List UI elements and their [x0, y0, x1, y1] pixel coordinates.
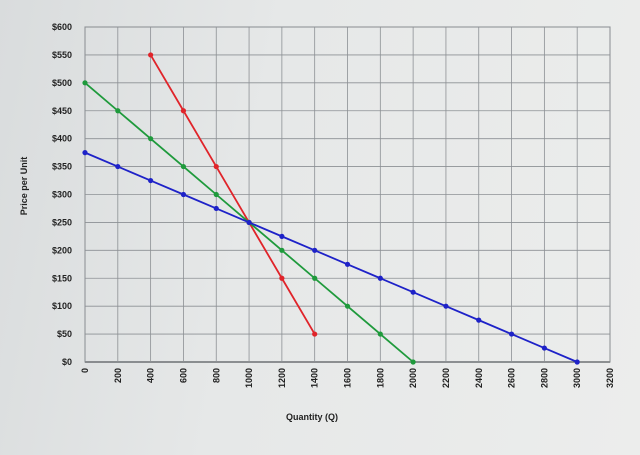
- data-point: [82, 150, 88, 156]
- x-tick-label: 1800: [375, 368, 385, 388]
- y-tick-label: $550: [52, 50, 72, 60]
- data-point: [148, 52, 154, 58]
- data-point: [213, 191, 219, 198]
- data-point: [476, 317, 482, 323]
- series-line: [84, 151, 578, 363]
- y-tick-label: $400: [52, 134, 72, 144]
- y-tick-label: $100: [52, 301, 72, 311]
- data-point: [344, 303, 351, 309]
- y-tick-label: $200: [52, 245, 72, 255]
- y-tick-label: $250: [52, 217, 72, 227]
- x-tick-label: 1200: [277, 368, 287, 388]
- data-point: [541, 345, 547, 351]
- data-point: [312, 275, 318, 281]
- x-tick-label: 1000: [244, 368, 254, 388]
- y-tick-label: $0: [62, 357, 72, 367]
- x-tick-label: 0: [80, 368, 90, 373]
- x-tick-label: 3000: [572, 368, 582, 388]
- x-tick-labels: 0 200 400 600 800 1000 1200 1400 1600 1800 2000 220…: [80, 368, 615, 388]
- data-point: [279, 275, 285, 281]
- x-tick-label: 2200: [441, 368, 451, 388]
- data-point: [377, 275, 383, 281]
- y-tick-label: $500: [52, 78, 72, 88]
- data-point: [443, 303, 449, 309]
- x-tick-label: 2600: [507, 368, 517, 388]
- y-tick-label: $350: [52, 162, 72, 172]
- y-tick-label: $50: [57, 329, 72, 339]
- data-point: [279, 233, 285, 239]
- data-point: [574, 359, 580, 365]
- y-tick-label: $600: [52, 22, 72, 32]
- data-point: [213, 205, 219, 212]
- data-point: [213, 163, 219, 170]
- data-point: [115, 108, 121, 114]
- y-tick-label: $150: [52, 273, 72, 283]
- x-tick-label: 2800: [539, 368, 549, 388]
- data-point: [148, 177, 154, 184]
- data-point: [410, 359, 416, 365]
- data-point: [312, 331, 318, 337]
- x-tick-label: 200: [113, 368, 123, 383]
- data-point: [410, 289, 416, 295]
- data-point: [82, 80, 88, 86]
- data-point: [508, 331, 515, 337]
- data-point: [115, 163, 121, 170]
- y-tick-label: $450: [52, 106, 72, 116]
- data-point: [312, 247, 318, 253]
- x-tick-label: 600: [178, 368, 188, 383]
- data-point: [148, 136, 154, 142]
- x-tick-label: 800: [211, 368, 221, 383]
- x-tick-label: 1400: [310, 368, 320, 388]
- data-point: [180, 191, 187, 198]
- x-tick-label: 1600: [343, 368, 353, 388]
- x-axis-label: Quantity (Q): [286, 412, 338, 422]
- y-axis-label: Price per Unit: [19, 157, 29, 216]
- data-point: [279, 247, 285, 253]
- y-tick-label: $300: [52, 190, 72, 200]
- series-line: [149, 54, 316, 335]
- series-group: [82, 52, 580, 365]
- data-point: [180, 163, 187, 170]
- data-point: [377, 331, 383, 337]
- x-tick-label: 3200: [605, 368, 615, 388]
- data-point: [180, 108, 187, 114]
- x-tick-label: 2400: [474, 368, 484, 388]
- y-tick-labels: $0 $50 $100 $150 $200 $250 $300 $350 $400 $450 $50…: [52, 22, 72, 367]
- data-point: [344, 261, 351, 267]
- x-tick-label: 400: [146, 368, 156, 383]
- series-3: [82, 150, 580, 365]
- x-tick-label: 2000: [408, 368, 418, 388]
- data-point: [246, 219, 252, 226]
